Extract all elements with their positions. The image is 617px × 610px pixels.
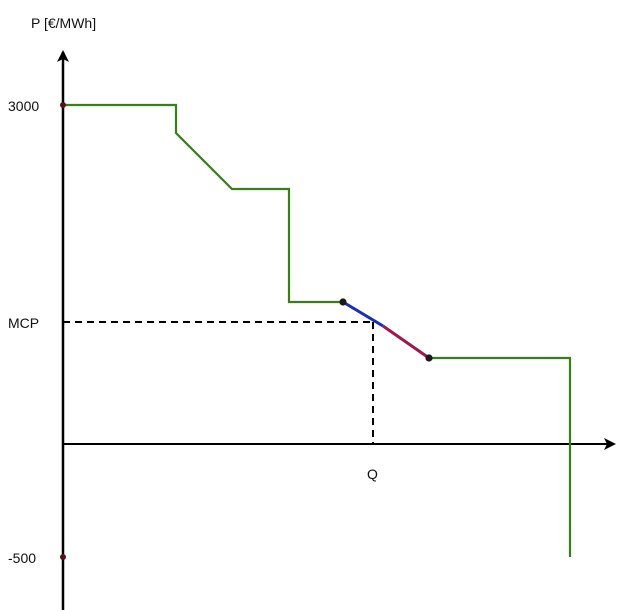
y-axis-label: P [€/MWh] xyxy=(31,15,96,31)
q-label: Q xyxy=(367,466,378,482)
interpolation-segment-blue xyxy=(342,300,384,328)
bid-curve-upper xyxy=(63,103,343,304)
tick-dot-minus500 xyxy=(60,554,66,560)
segment-start-point xyxy=(339,298,347,306)
interpolation-segment-red xyxy=(382,324,430,360)
mcp-label: MCP xyxy=(8,315,39,331)
tick-label-minus500: -500 xyxy=(8,550,36,566)
tick-label-3000: 3000 xyxy=(8,98,39,114)
tick-dot-3000 xyxy=(60,102,66,108)
segment-end-point xyxy=(425,354,433,362)
bid-curve-lower xyxy=(429,356,572,557)
